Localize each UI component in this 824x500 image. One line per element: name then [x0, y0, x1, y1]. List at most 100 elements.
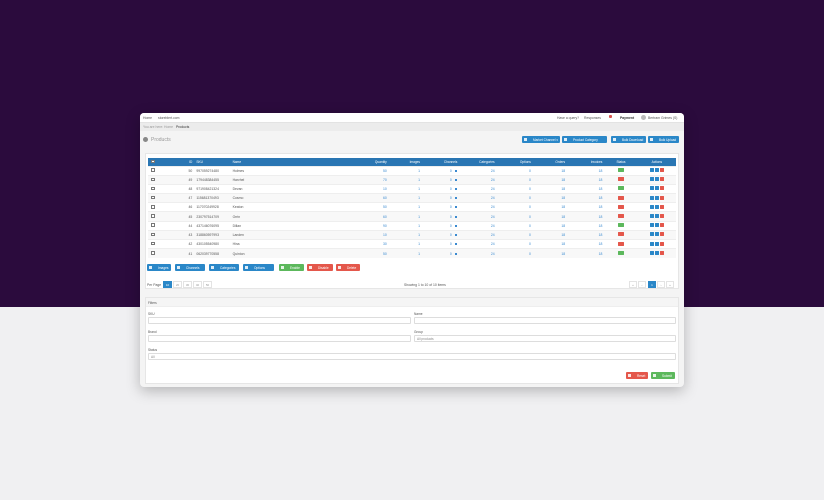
- channel-icon[interactable]: [454, 169, 458, 172]
- per-page-option[interactable]: 30: [183, 281, 192, 288]
- cell-orders[interactable]: 18: [561, 232, 566, 237]
- cell-channels[interactable]: 0: [449, 214, 452, 219]
- edit-icon[interactable]: [654, 232, 659, 237]
- name-input[interactable]: [414, 317, 676, 324]
- cell-qty[interactable]: 10: [383, 186, 387, 191]
- select-all-checkbox[interactable]: [151, 159, 155, 163]
- cell-images[interactable]: 1: [418, 251, 421, 256]
- channel-icon[interactable]: [454, 252, 458, 255]
- cell-orders[interactable]: 18: [561, 242, 566, 247]
- delete-icon[interactable]: [659, 204, 664, 209]
- bulk-categories-button[interactable]: Categories: [209, 264, 239, 271]
- status-disabled-icon[interactable]: [618, 195, 625, 200]
- nav-payment[interactable]: Payment: [620, 116, 635, 120]
- channel-icon[interactable]: [454, 206, 458, 209]
- cell-qty[interactable]: 60: [383, 196, 387, 201]
- cell-channels[interactable]: 0: [449, 242, 452, 247]
- cell-orders[interactable]: 18: [561, 214, 566, 219]
- cell-images[interactable]: 1: [418, 223, 421, 228]
- row-checkbox[interactable]: [151, 251, 155, 255]
- cell-options[interactable]: 0: [528, 223, 531, 228]
- cell-invoices[interactable]: 18: [598, 196, 603, 201]
- cell-categories[interactable]: 24: [490, 232, 495, 237]
- cell-categories[interactable]: 24: [490, 223, 495, 228]
- cell-options[interactable]: 0: [528, 186, 531, 191]
- edit-icon[interactable]: [654, 214, 659, 219]
- cell-invoices[interactable]: 18: [598, 232, 603, 237]
- delete-icon[interactable]: [659, 168, 664, 173]
- cell-images[interactable]: 1: [418, 186, 421, 191]
- edit-icon[interactable]: [654, 177, 659, 182]
- cell-qty[interactable]: 70: [383, 177, 387, 182]
- cell-images[interactable]: 1: [418, 242, 421, 247]
- row-checkbox[interactable]: [151, 223, 155, 227]
- cell-images[interactable]: 1: [418, 232, 421, 237]
- cell-qty[interactable]: 60: [383, 214, 387, 219]
- status-select[interactable]: All: [148, 353, 676, 360]
- cell-options[interactable]: 0: [528, 232, 531, 237]
- status-enabled-icon[interactable]: [618, 186, 625, 191]
- cell-options[interactable]: 0: [528, 196, 531, 201]
- column-header-images[interactable]: Images: [388, 158, 423, 166]
- status-disabled-icon[interactable]: [618, 177, 625, 182]
- cell-channels[interactable]: 0: [449, 186, 452, 191]
- cell-qty[interactable]: 30: [383, 242, 387, 247]
- view-icon[interactable]: [649, 214, 654, 219]
- cell-orders[interactable]: 18: [561, 186, 566, 191]
- avatar[interactable]: [641, 115, 646, 120]
- cell-invoices[interactable]: 18: [598, 168, 603, 173]
- cell-orders[interactable]: 18: [561, 205, 566, 210]
- cell-categories[interactable]: 24: [490, 251, 495, 256]
- edit-icon[interactable]: [654, 251, 659, 256]
- edit-icon[interactable]: [654, 241, 659, 246]
- next-page-button[interactable]: ›: [657, 281, 665, 288]
- cell-options[interactable]: 0: [528, 214, 531, 219]
- nav-user[interactable]: Bertram Grimes (S): [648, 116, 678, 120]
- cell-invoices[interactable]: 18: [598, 223, 603, 228]
- view-icon[interactable]: [649, 241, 654, 246]
- notification-bell-icon[interactable]: [609, 115, 612, 118]
- bulk-images-button[interactable]: Images: [147, 264, 171, 271]
- sku-input[interactable]: [148, 317, 411, 324]
- channel-icon[interactable]: [454, 215, 458, 218]
- column-header-orders[interactable]: Orders: [532, 158, 568, 166]
- cell-channels[interactable]: 0: [449, 223, 452, 228]
- status-enabled-icon[interactable]: [618, 168, 625, 173]
- bulk-channels-button[interactable]: Channels: [175, 264, 205, 271]
- status-enabled-icon[interactable]: [618, 223, 625, 228]
- edit-icon[interactable]: [654, 186, 659, 191]
- status-disabled-icon[interactable]: [618, 214, 625, 219]
- cell-channels[interactable]: 0: [449, 196, 452, 201]
- page-1-button[interactable]: 1: [648, 281, 656, 288]
- per-page-option[interactable]: 40: [193, 281, 202, 288]
- cell-images[interactable]: 1: [418, 177, 421, 182]
- nav-enquiry[interactable]: Have a query?: [557, 116, 580, 120]
- cell-categories[interactable]: 24: [490, 242, 495, 247]
- cell-options[interactable]: 0: [528, 177, 531, 182]
- breadcrumb-home[interactable]: Home: [164, 125, 174, 130]
- cell-categories[interactable]: 24: [490, 214, 495, 219]
- cell-channels[interactable]: 0: [449, 168, 452, 173]
- delete-icon[interactable]: [659, 177, 664, 182]
- cell-qty[interactable]: 10: [383, 232, 387, 237]
- cell-options[interactable]: 0: [528, 251, 531, 256]
- cell-channels[interactable]: 0: [449, 205, 452, 210]
- row-checkbox[interactable]: [151, 205, 155, 209]
- nav-responses[interactable]: Responses: [584, 116, 601, 120]
- channel-icon[interactable]: [454, 197, 458, 200]
- channel-icon[interactable]: [454, 187, 458, 190]
- status-enabled-icon[interactable]: [618, 251, 625, 256]
- cell-qty[interactable]: 50: [383, 251, 387, 256]
- view-icon[interactable]: [649, 232, 654, 237]
- group-select[interactable]: All products: [414, 335, 676, 342]
- bulk-download-button[interactable]: Bulk Download: [611, 136, 646, 143]
- cell-options[interactable]: 0: [528, 168, 531, 173]
- reset-button[interactable]: Reset: [626, 372, 648, 379]
- disable-button[interactable]: Disable: [307, 264, 333, 271]
- cell-categories[interactable]: 24: [490, 186, 495, 191]
- brand-input[interactable]: [148, 335, 411, 342]
- channel-icon[interactable]: [454, 224, 458, 227]
- column-header-quantity[interactable]: Quantity: [353, 158, 389, 166]
- per-page-option[interactable]: 10: [163, 281, 172, 288]
- cell-images[interactable]: 1: [418, 196, 421, 201]
